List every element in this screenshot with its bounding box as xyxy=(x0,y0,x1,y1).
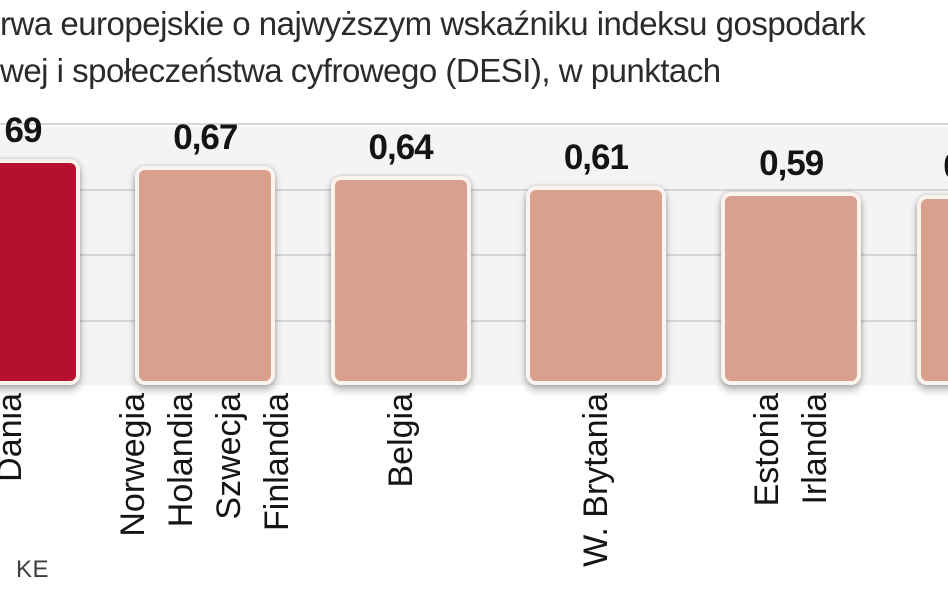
bar-value-label: 0,61 xyxy=(563,138,629,177)
bar-category-labels: W. Brytania xyxy=(486,393,706,567)
bar-value-label: 69 xyxy=(4,111,43,150)
bar xyxy=(330,176,471,385)
bar-category-labels: Norwegia Holandia Szwecja Finlandia xyxy=(95,393,315,537)
chart-title-line-1: rwa europejskie o najwyższym wskaźniku i… xyxy=(0,5,866,42)
chart-title: rwa europejskie o najwyższym wskaźniku i… xyxy=(0,0,948,94)
bar-category-label: Belgia xyxy=(381,393,420,488)
chart-title-line-2: wej i społeczeństwa cyfrowego (DESI), w … xyxy=(0,52,721,89)
bar xyxy=(916,195,948,385)
bar-value-label: 0,59 xyxy=(759,144,824,183)
gridline xyxy=(0,188,948,191)
bar-category-label: W. Brytania xyxy=(576,393,615,567)
bar-value-label: 0,67 xyxy=(173,118,238,157)
bar-category-label: Szwecja xyxy=(210,393,249,520)
gridline xyxy=(0,254,948,257)
bar-category-label: Norwegia xyxy=(114,393,153,537)
bar-category-labels: Belgia xyxy=(291,393,511,488)
bar-category-label: Holandia xyxy=(162,393,201,528)
gridline xyxy=(0,319,948,322)
bar-value-label: 0,64 xyxy=(368,128,434,167)
bar-value-label: 0 xyxy=(883,147,948,187)
bar xyxy=(721,192,862,385)
bar-category-label: Finlandia xyxy=(258,393,297,531)
bar xyxy=(135,166,276,385)
gridline xyxy=(0,123,948,126)
source-label: KE xyxy=(16,556,50,583)
bar-category-label: Dania xyxy=(0,393,29,482)
bar-category-label: Estonia xyxy=(748,393,787,507)
bar xyxy=(525,186,666,385)
bar-category-labels: Estonia Irlandia xyxy=(681,393,901,506)
bar-category-label: Irlandia xyxy=(796,393,835,505)
bar-highlighted xyxy=(0,159,80,385)
